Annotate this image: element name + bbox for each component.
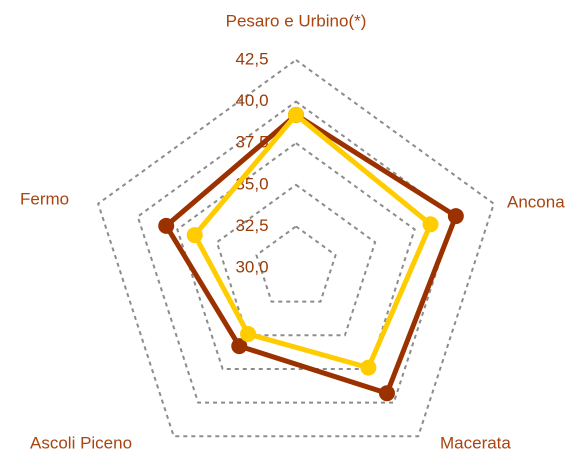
data-point [378,385,395,402]
category-label: Ascoli Piceno [30,433,132,452]
category-label: Ancona [507,192,565,211]
data-point [186,227,203,244]
grid-line [176,141,416,370]
y-tick-label: 42,5 [235,49,268,68]
data-point [288,106,304,123]
data-point [422,216,439,233]
category-label: Macerata [440,433,511,452]
grid-line [255,225,337,303]
data-point [158,217,175,234]
y-tick-label: 32,5 [235,216,268,235]
y-tick-label: 40,0 [235,91,268,110]
grid-line [97,58,495,438]
data-point [447,208,464,225]
category-label: Fermo [20,189,69,208]
data-point [240,325,257,342]
y-tick-label: 30,0 [235,257,268,276]
category-label: Pesaro e Urbino(*) [226,11,367,30]
data-point [360,359,377,376]
series-line [163,112,459,396]
data-point [231,338,248,355]
grid-line [215,183,377,337]
series-line [192,112,434,371]
